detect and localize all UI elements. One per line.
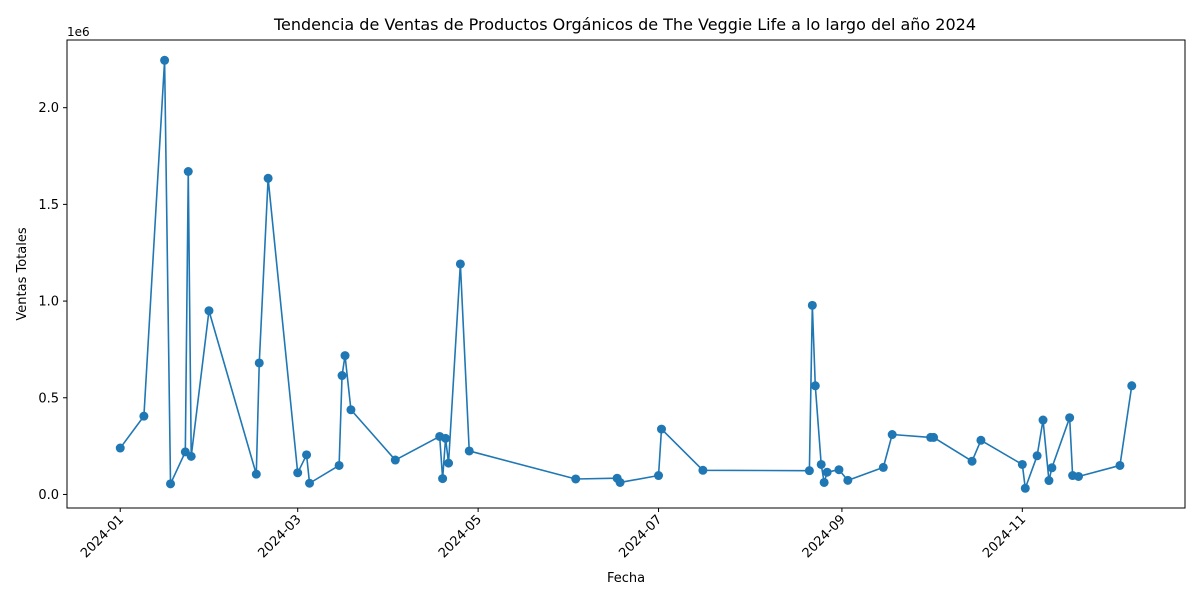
y-axis-label: Ventas Totales (15, 227, 30, 320)
data-point (807, 300, 817, 310)
data-point (1127, 381, 1137, 391)
y-tick-label: 1.0 (38, 295, 59, 310)
y-offset-label: 1e6 (67, 25, 90, 39)
data-point (967, 456, 977, 466)
data-point (455, 259, 465, 269)
series-line (119, 59, 1133, 490)
data-point (698, 465, 708, 475)
data-point (346, 405, 356, 415)
data-point (819, 477, 829, 487)
data-point (293, 468, 303, 478)
data-point (204, 306, 214, 316)
x-axis: 2024-01 2024-03 2024-05 2024-07 2024-09 2024-… (78, 508, 1029, 561)
data-point (822, 467, 832, 477)
data-point (139, 411, 149, 421)
data-point (254, 358, 264, 368)
data-point (843, 475, 853, 485)
data-point (166, 479, 176, 489)
data-point (340, 351, 350, 361)
data-point (334, 460, 344, 470)
plot-area (115, 55, 1137, 493)
x-tick-label: 2024-11 (980, 512, 1029, 561)
data-point (464, 446, 474, 456)
data-point (390, 455, 400, 465)
x-tick-label: 2024-07 (616, 512, 665, 561)
data-point (1047, 463, 1057, 473)
data-point (302, 450, 312, 460)
data-point (305, 478, 315, 488)
y-tick-label: 2.0 (38, 101, 59, 116)
data-point (263, 173, 273, 183)
data-point (337, 371, 347, 381)
data-point (656, 424, 666, 434)
data-point (929, 432, 939, 442)
data-point (1065, 413, 1075, 423)
chart-title: Tendencia de Ventas de Productos Orgánic… (273, 15, 976, 34)
y-axis: 0.0 0.5 1.0 1.5 2.0 (38, 101, 67, 503)
data-point (160, 55, 170, 65)
x-tick-label: 2024-09 (800, 512, 849, 561)
x-tick-label: 2024-05 (436, 512, 485, 561)
data-point (251, 469, 261, 479)
data-point (1038, 415, 1048, 425)
data-point (1017, 459, 1027, 469)
y-tick-label: 0.5 (38, 391, 59, 406)
data-point (834, 465, 844, 475)
data-point (183, 167, 193, 176)
data-point (186, 451, 196, 461)
data-point (816, 459, 826, 469)
data-point (654, 471, 664, 481)
data-point (615, 477, 625, 487)
data-point (1020, 483, 1030, 493)
axes-frame (66, 39, 1186, 509)
data-point (441, 433, 451, 443)
data-point (1115, 460, 1125, 470)
data-point (1044, 476, 1054, 486)
y-tick-label: 1.5 (38, 198, 59, 213)
data-point (115, 443, 125, 453)
data-point (976, 435, 986, 445)
data-point (1032, 451, 1042, 461)
x-tick-label: 2024-01 (78, 512, 127, 561)
data-point (804, 466, 814, 476)
y-tick-label: 0.0 (38, 488, 59, 503)
data-point (810, 381, 820, 391)
data-point (887, 430, 897, 440)
data-point (571, 474, 581, 484)
data-point (438, 474, 448, 484)
data-point (1074, 471, 1084, 481)
x-axis-label: Fecha (607, 571, 645, 586)
data-point (878, 462, 888, 472)
data-point (444, 458, 454, 468)
x-tick-label: 2024-03 (256, 512, 305, 561)
